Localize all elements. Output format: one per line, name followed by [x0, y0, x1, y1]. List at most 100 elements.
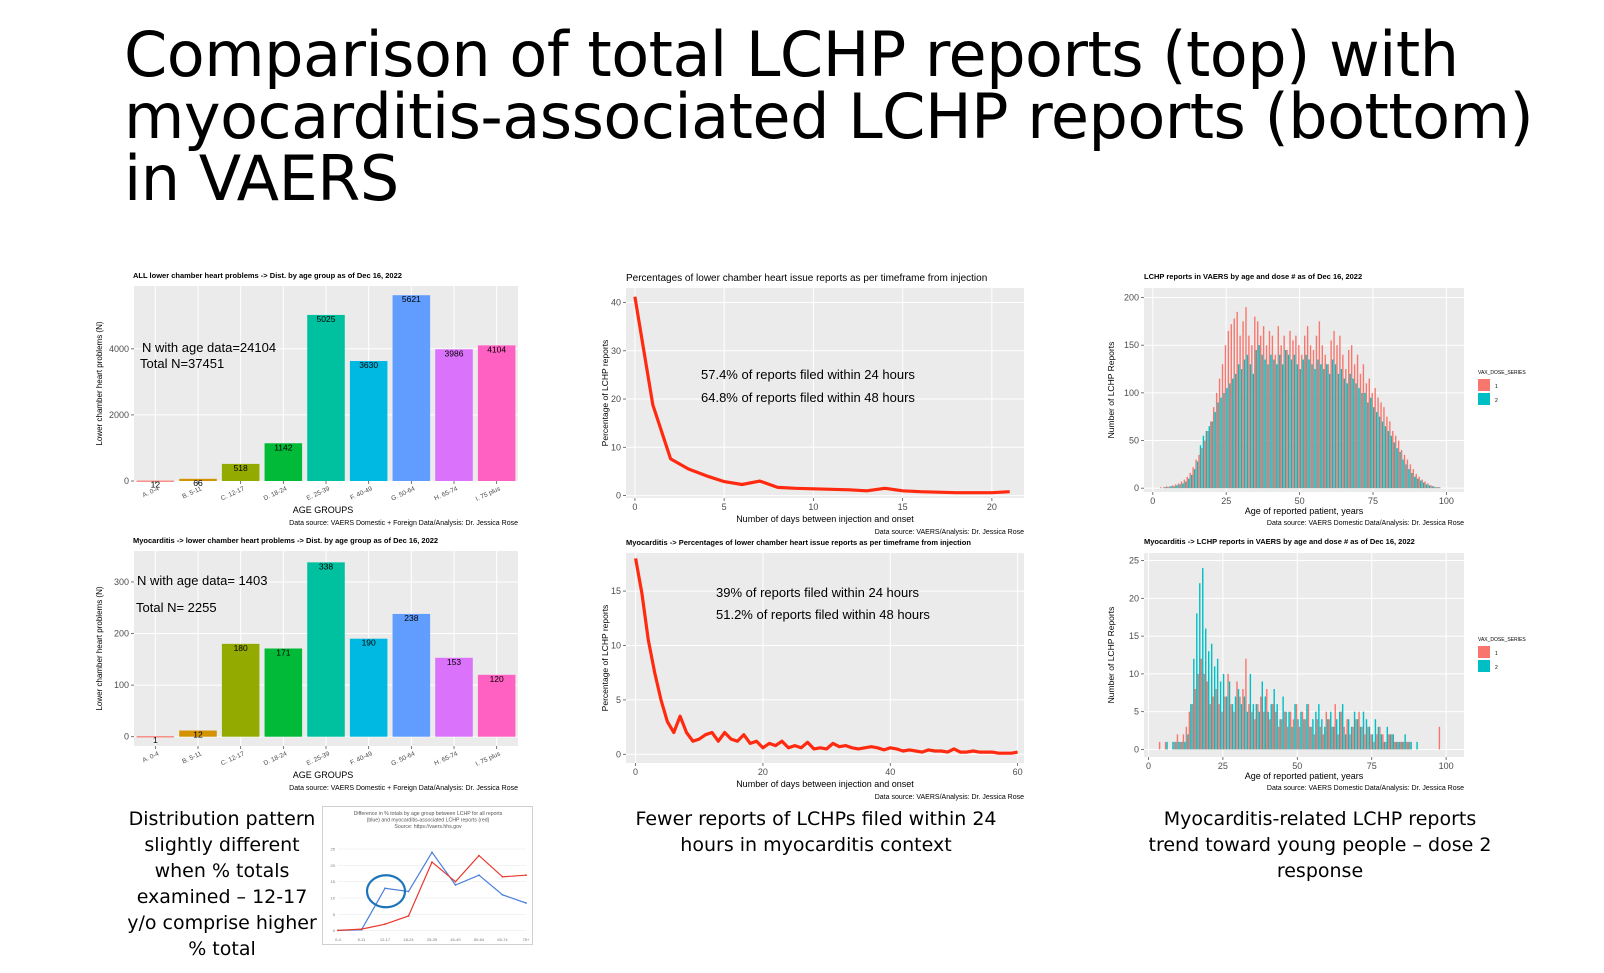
x-category-label: G. 50-64: [390, 750, 416, 767]
histogram-bar-dose-1: [1424, 481, 1426, 489]
histogram-bar-dose-2: [1229, 383, 1231, 489]
annotation-text: N with age data= 1403: [137, 573, 267, 588]
histogram-bar-dose-1: [1245, 307, 1247, 489]
histogram-bar-dose-2: [1353, 711, 1356, 750]
histogram-bar-dose-1: [1248, 335, 1250, 489]
histogram-bar-dose-1: [1204, 440, 1206, 489]
x-axis-title: Age of reported patient, years: [1245, 771, 1364, 781]
histogram-bar-dose-1: [1421, 479, 1423, 489]
y-tick-label: 2000: [109, 410, 129, 420]
histogram-bar-dose-1: [1260, 696, 1262, 750]
histogram-bar-dose-2: [1291, 726, 1293, 750]
histogram-bar-dose-2: [1383, 741, 1386, 750]
bar-d-18-24: [264, 648, 303, 737]
histogram-bar-dose-2: [1279, 354, 1281, 489]
histogram-bar-dose-1: [1418, 476, 1420, 489]
bar-value-label: 180: [234, 643, 248, 653]
histogram-bar-dose-1: [1198, 454, 1200, 489]
x-tick-label: 50: [1295, 496, 1305, 506]
histogram-bar-dose-1: [1233, 711, 1235, 750]
histogram-bar-dose-1: [1356, 354, 1359, 489]
histogram-bar-dose-2: [1261, 354, 1263, 489]
histogram-bar-dose-2: [1356, 719, 1359, 750]
series-point: [478, 854, 480, 857]
histogram-bar-dose-1: [1367, 726, 1369, 750]
y-tick-label: 0: [1134, 744, 1139, 754]
plot-panel: [626, 288, 1024, 498]
histogram-bar-dose-1: [1280, 345, 1282, 489]
x-tick-label: 0: [633, 767, 638, 777]
x-tick-label: 25: [1221, 496, 1231, 506]
bar-b-5-11: [179, 730, 217, 737]
x-category-label: I. 75 plus: [475, 485, 503, 503]
histogram-bar-dose-2: [1323, 369, 1325, 489]
histogram-bar-dose-2: [1173, 486, 1175, 489]
bar-value-label: 518: [234, 463, 248, 473]
histogram-bar-dose-1: [1269, 719, 1271, 750]
histogram-bar-dose-2: [1243, 696, 1246, 750]
histogram-bar-dose-1: [1203, 673, 1205, 750]
histogram-bar-dose-2: [1375, 411, 1378, 489]
histogram-bar-dose-1: [1388, 734, 1390, 750]
histogram-bar-dose-2: [1372, 407, 1375, 489]
histogram-bar-dose-2: [1425, 484, 1428, 489]
histogram-bar-dose-1: [1197, 673, 1199, 750]
histogram-bar-dose-1: [1233, 318, 1235, 489]
y-tick-label: 0: [1134, 483, 1139, 493]
y-tick-label: 20: [1129, 593, 1139, 603]
histogram-bar-dose-1: [1345, 369, 1347, 489]
histogram-bar-dose-1: [1239, 335, 1241, 489]
bar-value-label: 238: [404, 613, 418, 623]
y-axis-title: Percentage of LCHP reports: [600, 605, 610, 712]
histogram-bar-dose-2: [1185, 481, 1187, 489]
plot-panel: [626, 553, 1024, 763]
legend-swatch-dose-1: [1478, 379, 1490, 391]
x-tick-label: 15: [898, 502, 908, 512]
histogram-bar-dose-2: [1434, 487, 1437, 489]
histogram-bar-dose-1: [1325, 711, 1327, 750]
bar-f-40-49: [349, 361, 388, 481]
histogram-bar-dose-2: [1422, 482, 1425, 489]
series-point: [478, 874, 480, 877]
x-category-label: E. 25-39: [306, 485, 332, 502]
histogram-bar-dose-2: [1299, 369, 1301, 489]
histogram-bar-dose-1: [1186, 476, 1188, 489]
series-point: [431, 861, 433, 864]
histogram-bar-dose-1: [1195, 459, 1197, 489]
line-chart-all-days: Percentages of lower chamber heart issue…: [600, 273, 1024, 536]
histogram-bar-dose-1: [1342, 354, 1344, 489]
series-point: [407, 915, 410, 917]
histogram-bar-dose-2: [1252, 704, 1255, 750]
histogram-bar-dose-2: [1267, 711, 1269, 750]
histogram-bar-dose-2: [1362, 711, 1365, 750]
histogram-bar-dose-2: [1308, 359, 1310, 489]
histogram-bar-dose-1: [1359, 373, 1362, 489]
histogram-bar-dose-2: [1276, 704, 1278, 750]
histogram-bar-dose-1: [1227, 330, 1230, 489]
histogram-bar-dose-1: [1183, 479, 1186, 489]
y-axis-title: Number of LCHP Reports: [1106, 342, 1116, 439]
histogram-bar-dose-2: [1237, 689, 1240, 750]
histogram-bar-dose-2: [1315, 711, 1317, 750]
y-tick-label: 4000: [109, 344, 129, 354]
y-tick-label: 15: [611, 586, 621, 596]
histogram-bar-dose-1: [1176, 734, 1179, 750]
histogram-bar-dose-1: [1343, 726, 1345, 750]
histogram-bar-dose-1: [1310, 726, 1313, 750]
histogram-bar-dose-1: [1166, 486, 1168, 489]
histogram-bar-dose-1: [1298, 726, 1301, 750]
y-tick-label: 10: [1129, 669, 1139, 679]
histogram-bar-dose-1: [1221, 364, 1224, 489]
histogram-bar-dose-1: [1173, 741, 1176, 750]
bar-i-75-plus: [477, 345, 516, 481]
histogram-bar-dose-1: [1362, 364, 1365, 489]
histogram-bar-dose-1: [1318, 321, 1321, 489]
bar-value-label: 153: [447, 657, 461, 667]
histogram-bar-dose-1: [1201, 448, 1203, 489]
x-tick-label: 10: [808, 502, 818, 512]
histogram-bar-dose-1: [1274, 354, 1277, 489]
histogram-bar-dose-2: [1205, 430, 1208, 489]
histogram-bar-dose-2: [1264, 696, 1266, 750]
legend-swatch-dose-2: [1478, 660, 1490, 672]
histogram-bar-dose-2: [1178, 741, 1180, 750]
